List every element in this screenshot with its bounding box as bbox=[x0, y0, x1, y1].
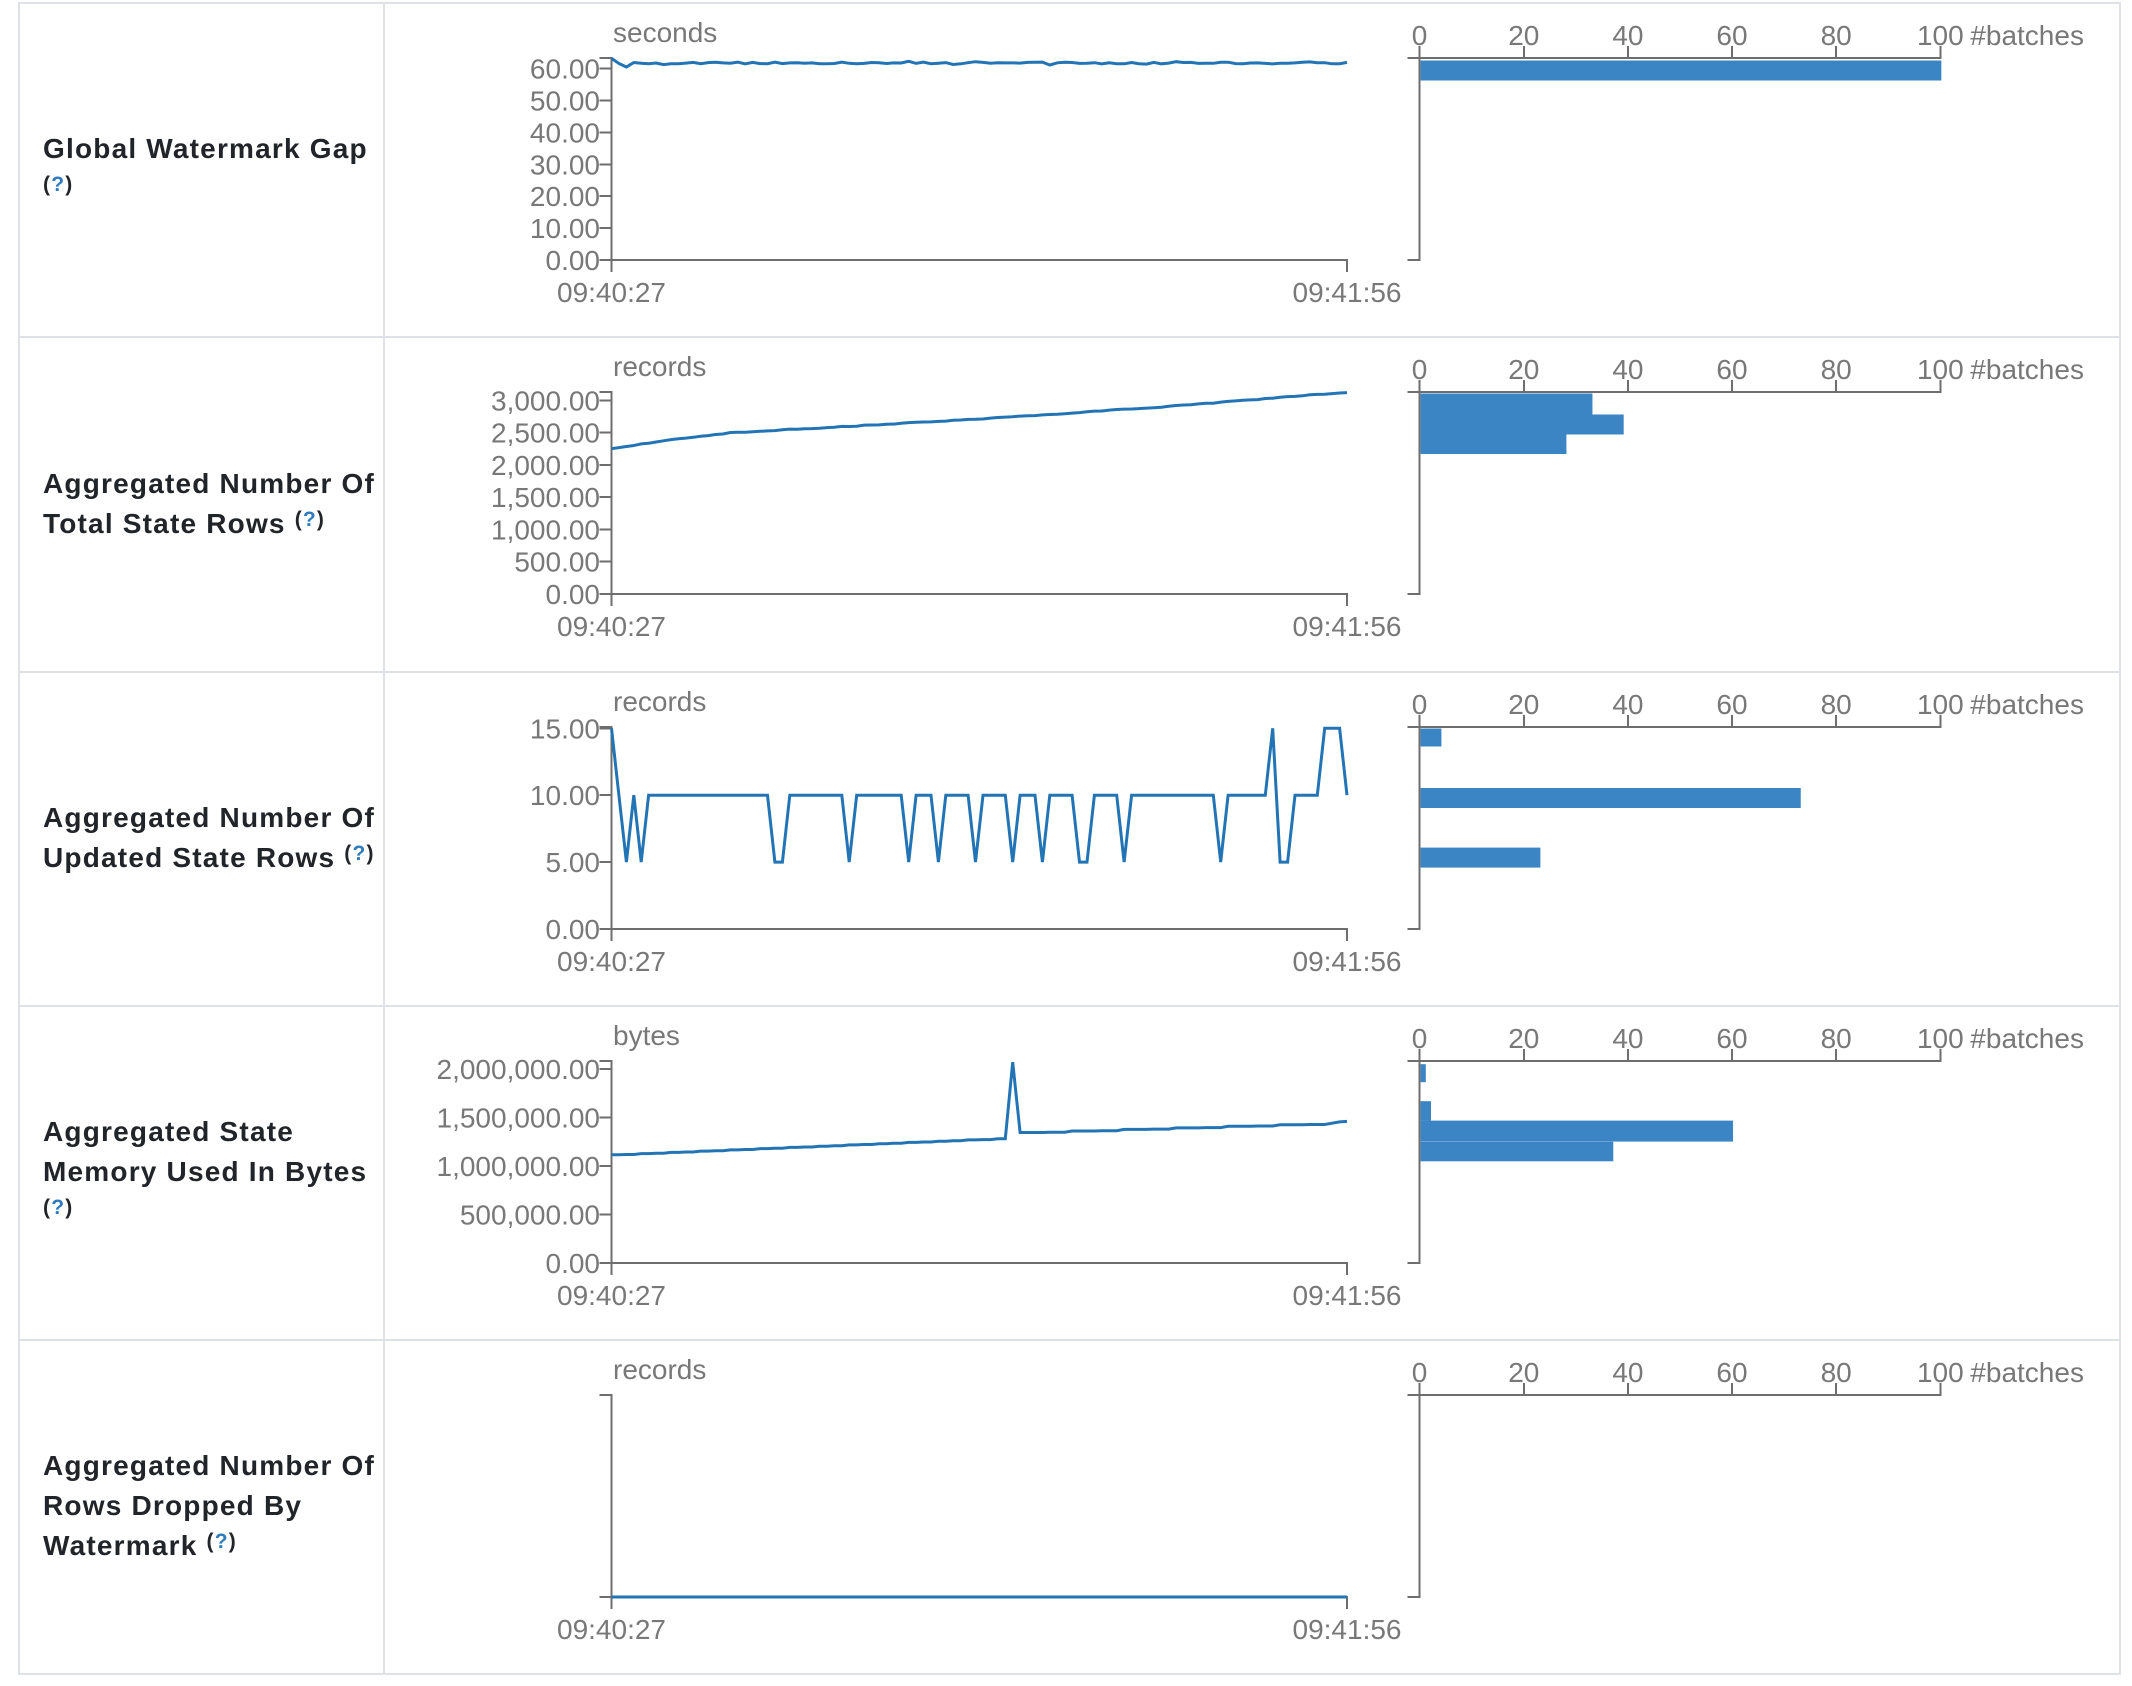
svg-text:40: 40 bbox=[1612, 1357, 1643, 1388]
svg-text:20: 20 bbox=[1508, 20, 1539, 51]
svg-text:40: 40 bbox=[1612, 20, 1643, 51]
svg-text:seconds: seconds bbox=[613, 17, 717, 48]
svg-text:80: 80 bbox=[1821, 689, 1852, 720]
svg-text:500.00: 500.00 bbox=[514, 547, 600, 578]
svg-text:09:41:56: 09:41:56 bbox=[1293, 1614, 1402, 1645]
svg-text:09:41:56: 09:41:56 bbox=[1293, 946, 1402, 977]
svg-text:0.00: 0.00 bbox=[546, 579, 601, 610]
svg-text:30.00: 30.00 bbox=[530, 149, 600, 180]
svg-text:#batches: #batches bbox=[1970, 689, 2084, 720]
svg-text:80: 80 bbox=[1821, 1357, 1852, 1388]
svg-text:2,000.00: 2,000.00 bbox=[491, 450, 600, 481]
svg-text:15.00: 15.00 bbox=[530, 713, 600, 744]
svg-text:0: 0 bbox=[1412, 689, 1428, 720]
svg-text:1,000.00: 1,000.00 bbox=[491, 514, 600, 545]
svg-text:1,000,000.00: 1,000,000.00 bbox=[437, 1151, 601, 1182]
svg-text:09:41:56: 09:41:56 bbox=[1293, 611, 1402, 642]
svg-text:0.00: 0.00 bbox=[546, 914, 601, 945]
svg-text:100: 100 bbox=[1917, 354, 1964, 385]
svg-text:09:40:27: 09:40:27 bbox=[557, 277, 666, 308]
svg-text:bytes: bytes bbox=[613, 1020, 680, 1051]
svg-text:20: 20 bbox=[1508, 689, 1539, 720]
svg-text:09:40:27: 09:40:27 bbox=[557, 946, 666, 977]
svg-text:1,500,000.00: 1,500,000.00 bbox=[437, 1103, 601, 1134]
svg-text:09:41:56: 09:41:56 bbox=[1293, 1280, 1402, 1311]
svg-text:40: 40 bbox=[1612, 689, 1643, 720]
svg-text:5.00: 5.00 bbox=[546, 847, 601, 878]
svg-text:80: 80 bbox=[1821, 354, 1852, 385]
svg-text:60.00: 60.00 bbox=[530, 54, 600, 85]
svg-text:100: 100 bbox=[1917, 20, 1964, 51]
svg-text:09:41:56: 09:41:56 bbox=[1293, 277, 1402, 308]
svg-text:50.00: 50.00 bbox=[530, 86, 600, 117]
svg-text:60: 60 bbox=[1716, 354, 1747, 385]
svg-text:80: 80 bbox=[1821, 20, 1852, 51]
svg-text:500,000.00: 500,000.00 bbox=[460, 1200, 600, 1231]
svg-text:3,000.00: 3,000.00 bbox=[491, 385, 600, 416]
svg-text:0.00: 0.00 bbox=[546, 245, 601, 276]
svg-text:0.00: 0.00 bbox=[546, 1248, 601, 1279]
svg-text:records: records bbox=[613, 351, 706, 382]
svg-text:10.00: 10.00 bbox=[530, 213, 600, 244]
svg-text:20: 20 bbox=[1508, 354, 1539, 385]
svg-text:10.00: 10.00 bbox=[530, 780, 600, 811]
svg-text:40: 40 bbox=[1612, 1023, 1643, 1054]
svg-text:40.00: 40.00 bbox=[530, 117, 600, 148]
svg-text:2,000,000.00: 2,000,000.00 bbox=[437, 1054, 601, 1085]
svg-text:#batches: #batches bbox=[1970, 1023, 2084, 1054]
svg-text:#batches: #batches bbox=[1970, 354, 2084, 385]
svg-text:100: 100 bbox=[1917, 1023, 1964, 1054]
svg-text:1,500.00: 1,500.00 bbox=[491, 482, 600, 513]
svg-text:60: 60 bbox=[1716, 20, 1747, 51]
svg-text:0: 0 bbox=[1412, 354, 1428, 385]
svg-text:60: 60 bbox=[1716, 1023, 1747, 1054]
svg-text:09:40:27: 09:40:27 bbox=[557, 1614, 666, 1645]
svg-text:20.00: 20.00 bbox=[530, 181, 600, 212]
svg-text:#batches: #batches bbox=[1970, 1357, 2084, 1388]
svg-text:09:40:27: 09:40:27 bbox=[557, 1280, 666, 1311]
svg-text:100: 100 bbox=[1917, 1357, 1964, 1388]
svg-text:#batches: #batches bbox=[1970, 20, 2084, 51]
svg-text:60: 60 bbox=[1716, 1357, 1747, 1388]
svg-text:80: 80 bbox=[1821, 1023, 1852, 1054]
svg-text:09:40:27: 09:40:27 bbox=[557, 611, 666, 642]
svg-text:100: 100 bbox=[1917, 689, 1964, 720]
svg-text:20: 20 bbox=[1508, 1357, 1539, 1388]
svg-text:2,500.00: 2,500.00 bbox=[491, 418, 600, 449]
svg-text:0: 0 bbox=[1412, 1357, 1428, 1388]
svg-text:40: 40 bbox=[1612, 354, 1643, 385]
svg-text:0: 0 bbox=[1412, 1023, 1428, 1054]
svg-text:60: 60 bbox=[1716, 689, 1747, 720]
svg-text:records: records bbox=[613, 686, 706, 717]
svg-text:records: records bbox=[613, 1354, 706, 1385]
svg-text:0: 0 bbox=[1412, 20, 1428, 51]
svg-text:20: 20 bbox=[1508, 1023, 1539, 1054]
